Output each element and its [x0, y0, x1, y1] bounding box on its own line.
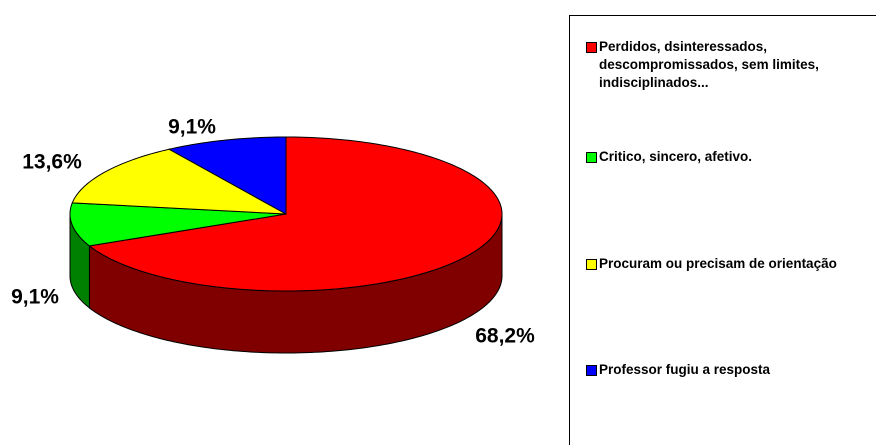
data-label: 9,1% [11, 286, 59, 309]
legend-label: Critico, sincero, afetivo. [599, 149, 753, 164]
data-label: 68,2% [475, 325, 535, 348]
slice [69, 202, 287, 247]
slice [167, 136, 287, 215]
legend-label: Perdidos, dsinteressados, descompromissa… [599, 39, 819, 90]
legend-swatch [586, 259, 597, 270]
legend-swatch [586, 152, 597, 163]
legend-swatch [586, 365, 597, 376]
slice [71, 148, 287, 215]
legend-swatch [586, 42, 597, 53]
legend-label: Procuram ou precisam de orientação [599, 256, 837, 271]
page: {"chart_data": {"type": "pie3d", "catego… [11, 15, 876, 445]
pie-chart: 68,2% 9,1% 13,6% 9,1% [11, 116, 535, 354]
legend: Perdidos, dsinteressados, descompromissa… [569, 15, 876, 445]
data-label: 9,1% [168, 116, 216, 139]
legend-label: Professor fugiu a resposta [599, 362, 771, 377]
data-label: 13,6% [22, 151, 82, 174]
slice [88, 136, 503, 292]
